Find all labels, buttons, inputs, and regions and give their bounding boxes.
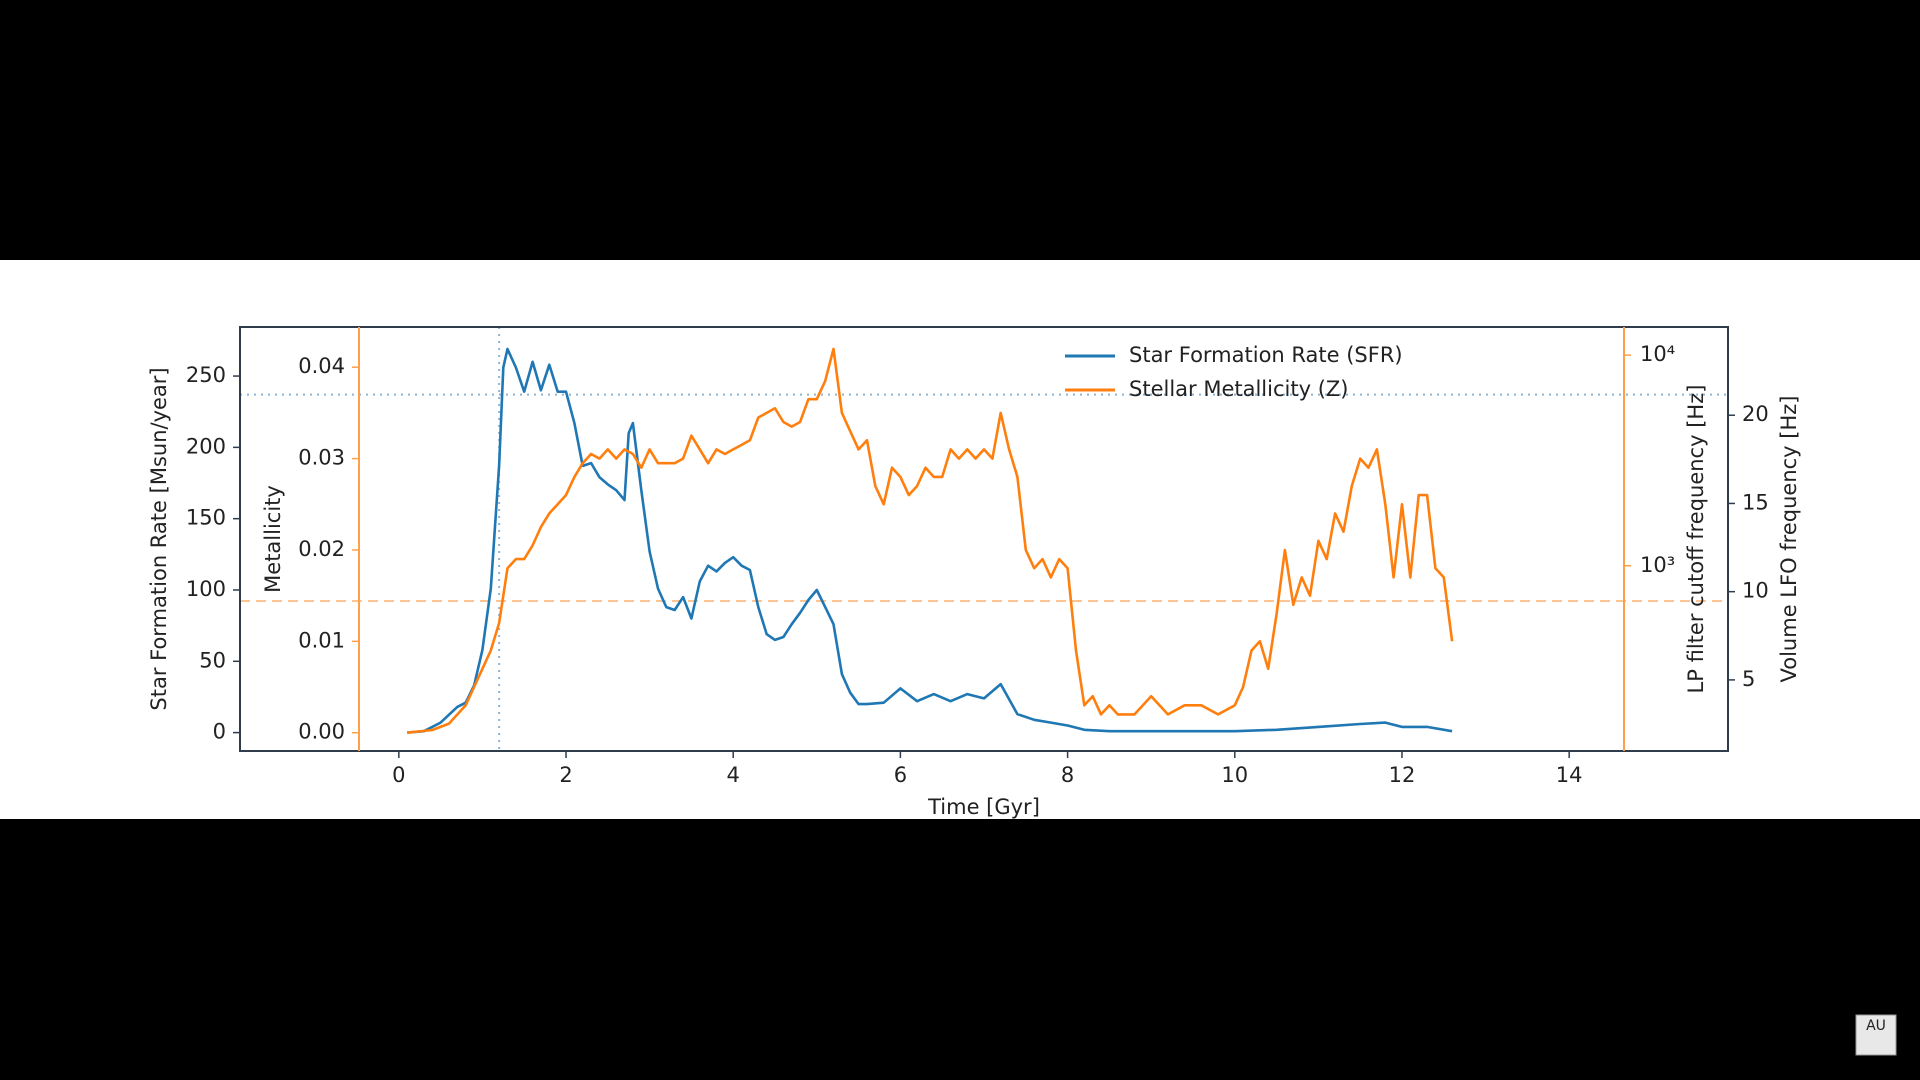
- metallicity-tick-label: 0.03: [298, 446, 345, 470]
- cutoff-axis-label: LP filter cutoff frequency [Hz]: [1684, 385, 1708, 694]
- sfr-tick-label: 100: [186, 577, 226, 601]
- lfo-axis-label: Volume LFO frequency [Hz]: [1777, 396, 1801, 683]
- x-tick-label: 8: [1061, 763, 1074, 787]
- lfo-tick-label: 5: [1742, 667, 1755, 691]
- sfr-tick-label: 0: [213, 720, 226, 744]
- sfr-tick-label: 150: [186, 506, 226, 530]
- logo: AU: [1866, 1018, 1886, 1034]
- x-tick-label: 2: [559, 763, 572, 787]
- logo-box: [1855, 1014, 1897, 1056]
- x-tick-label: 12: [1389, 763, 1416, 787]
- series-line: [407, 347, 1454, 734]
- x-tick-label: 0: [392, 763, 405, 787]
- legend-label: Stellar Metallicity (Z): [1129, 377, 1348, 401]
- sfr-tick-label: 250: [186, 363, 226, 387]
- lfo-tick-label: 15: [1742, 490, 1769, 514]
- metallicity-tick-label: 0.00: [298, 720, 345, 744]
- metallicity-tick-label: 0.01: [298, 628, 345, 652]
- legend-label: Star Formation Rate (SFR): [1129, 343, 1403, 367]
- plot-frame: [239, 326, 1729, 752]
- lfo-tick-label: 20: [1742, 402, 1769, 426]
- x-tick-label: 10: [1221, 763, 1248, 787]
- lfo-tick-label: 10: [1742, 579, 1769, 603]
- cutoff-tick-label: 10³: [1640, 553, 1675, 577]
- sfr-tick-label: 50: [199, 648, 226, 672]
- chart-area: [0, 260, 1920, 819]
- metallicity-tick-label: 0.02: [298, 537, 345, 561]
- x-tick-label: 4: [727, 763, 740, 787]
- metallicity-tick-label: 0.04: [298, 354, 345, 378]
- x-tick-label: 6: [894, 763, 907, 787]
- cutoff-tick-label: 10⁴: [1640, 342, 1675, 366]
- metallicity-axis-label: Metallicity: [261, 485, 285, 593]
- x-axis-label: Time [Gyr]: [927, 795, 1040, 819]
- sfr-tick-label: 200: [186, 434, 226, 458]
- series-line: [407, 347, 1453, 734]
- sfr-axis-label: Star Formation Rate [Msun/year]: [147, 367, 171, 710]
- x-tick-label: 14: [1556, 763, 1583, 787]
